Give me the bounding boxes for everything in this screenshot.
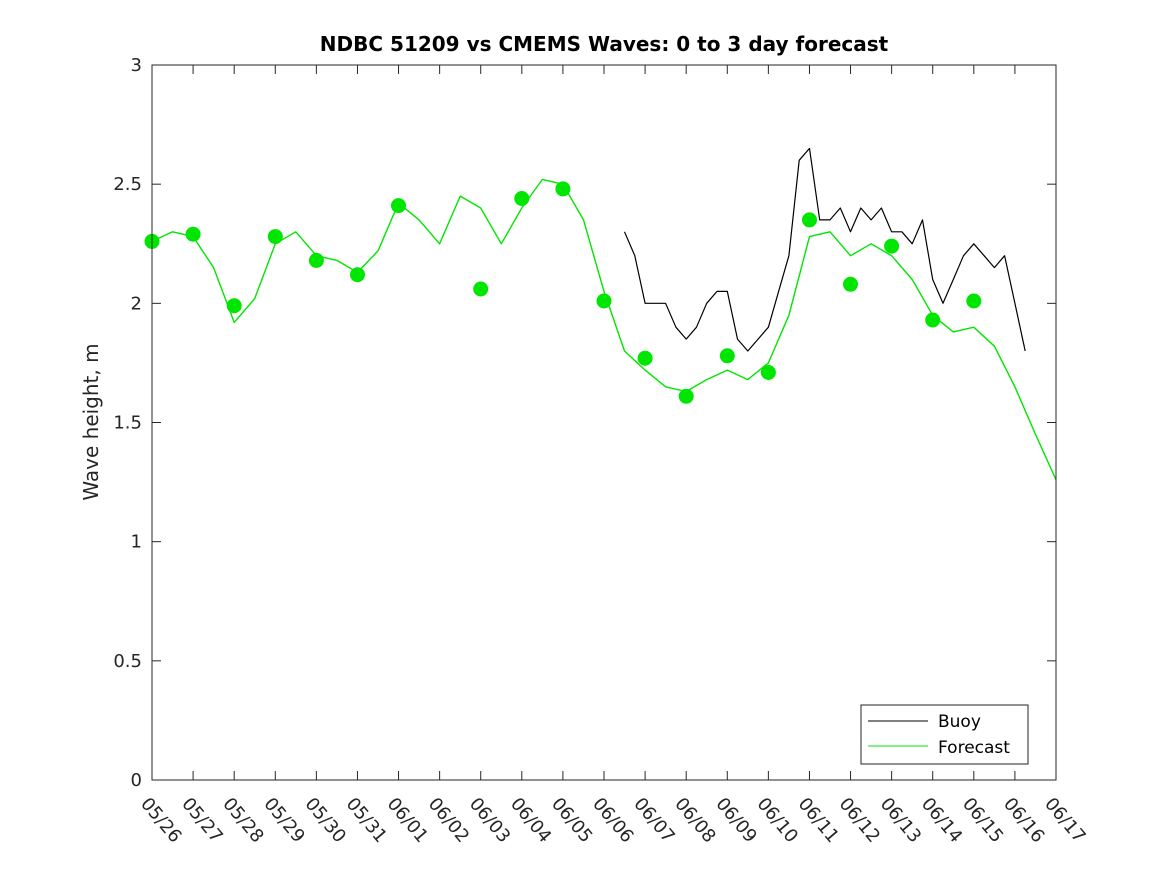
forecast-marker [843, 276, 858, 292]
forecast-marker [555, 181, 571, 197]
forecast-marker [802, 212, 817, 228]
x-tick-label: 06/04 [506, 794, 555, 847]
forecast-marker [966, 293, 982, 309]
x-tick-label: 05/27 [177, 794, 226, 847]
series-layer [151, 147, 1057, 480]
x-tick-label: 06/15 [958, 794, 1007, 847]
forecast-marker [637, 350, 653, 366]
x-tick-label: 06/07 [629, 794, 678, 847]
forecast-marker [226, 298, 242, 314]
x-tick-label: 06/11 [794, 794, 843, 847]
x-tick-label: 05/30 [301, 794, 350, 847]
forecast-marker [678, 388, 694, 404]
forecast-marker [760, 365, 776, 380]
x-tick-label: 05/28 [218, 794, 267, 847]
forecast-marker [925, 312, 941, 328]
series-line-forecast [151, 178, 1057, 480]
x-tick-label: 06/17 [1040, 794, 1089, 847]
x-tick-label: 05/29 [259, 794, 308, 847]
legend-label-buoy: Buoy [938, 712, 981, 732]
x-tick-label: 05/26 [136, 794, 185, 847]
forecast-markers [144, 181, 982, 404]
y-tick-label: 2 [131, 293, 142, 314]
forecast-marker [596, 293, 612, 309]
series-line-buoy [623, 147, 1026, 352]
chart-title: NDBC 51209 vs CMEMS Waves: 0 to 3 day fo… [320, 32, 889, 56]
y-tick-label: 2.5 [113, 174, 142, 195]
y-tick-labels: 0 0.5 1 1.5 2 2.5 3 [113, 55, 142, 791]
forecast-marker [308, 252, 324, 268]
x-tick-labels: 05/2605/2705/2805/2905/3005/3106/0106/02… [136, 794, 1089, 847]
x-tick-label: 05/31 [342, 794, 391, 847]
forecast-marker [473, 281, 489, 297]
forecast-marker [350, 267, 365, 283]
x-tick-label: 06/09 [711, 794, 760, 847]
y-tick-label: 0 [131, 770, 142, 791]
x-tick-label: 06/05 [547, 794, 596, 847]
forecast-marker [719, 348, 735, 364]
forecast-marker [267, 229, 283, 245]
forecast-marker [514, 191, 530, 206]
y-tick-label: 0.5 [113, 651, 142, 672]
y-tick-label: 3 [131, 55, 142, 76]
y-tick-label: 1.5 [113, 413, 142, 434]
legend-box [860, 704, 1029, 765]
forecast-marker [185, 226, 201, 242]
x-tick-label: 06/01 [383, 794, 432, 847]
legend-label-forecast: Forecast [938, 738, 1010, 758]
forecast-marker [884, 238, 900, 254]
y-tick-label: 1 [131, 532, 142, 553]
x-tick-label: 06/16 [999, 794, 1048, 847]
x-tick-label: 06/14 [917, 794, 966, 847]
x-tick-label: 06/08 [670, 794, 719, 847]
x-tick-label: 06/13 [876, 794, 925, 847]
plot-area [152, 65, 1056, 780]
plot-frame [151, 64, 1057, 781]
x-tick-label: 06/02 [424, 794, 473, 847]
x-tick-label: 06/12 [835, 794, 884, 847]
forecast-marker [391, 198, 406, 214]
legend: Buoy Forecast [860, 704, 1029, 765]
x-tick-label: 06/06 [588, 794, 637, 847]
y-axis-label: Wave height, m [79, 343, 103, 500]
x-tick-label: 06/10 [753, 794, 802, 847]
x-tick-label: 06/03 [465, 794, 514, 847]
